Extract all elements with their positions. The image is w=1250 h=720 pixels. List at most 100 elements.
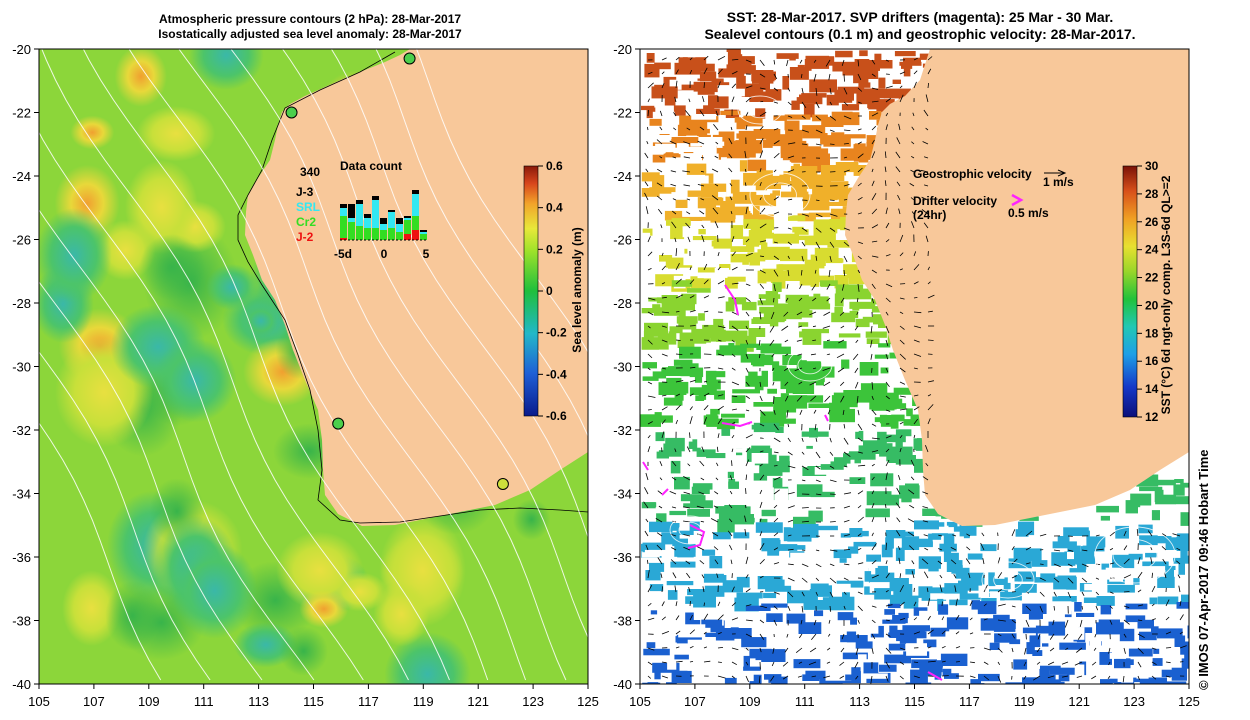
geostrophic-arrow	[1011, 529, 1016, 537]
geostrophic-arrow	[786, 633, 789, 638]
geostrophic-arrow	[745, 675, 749, 682]
sst-pixel-patch	[724, 140, 739, 150]
geostrophic-arrow	[773, 128, 779, 131]
geostrophic-arrow	[1081, 605, 1083, 610]
sst-pixel-patch	[729, 514, 754, 525]
geostrophic-arrow	[745, 297, 751, 302]
geostrophic-arrow	[1091, 661, 1097, 666]
data-count-legend-item: SRL	[296, 200, 320, 214]
geostrophic-arrow	[885, 395, 890, 400]
sst-pixel-patch	[791, 583, 810, 594]
geostrophic-arrow	[759, 87, 766, 90]
geostrophic-arrow	[731, 395, 738, 398]
geostrophic-arrow	[899, 94, 904, 103]
geostrophic-arrow	[717, 601, 721, 607]
sst-pixel-patch	[1077, 563, 1087, 570]
geostrophic-arrow	[839, 675, 845, 679]
sst-pixel-patch	[874, 354, 889, 359]
sst-pixel-patch	[827, 201, 847, 206]
geostrophic-arrow	[672, 198, 677, 201]
drifter-track	[721, 421, 753, 428]
geostrophic-arrow	[911, 570, 915, 579]
geostrophic-arrow	[1137, 557, 1141, 565]
geostrophic-arrow	[703, 660, 711, 663]
sst-pixel-patch	[652, 662, 680, 673]
sst-pixel-patch	[641, 105, 655, 111]
sla-anomaly-blob	[62, 570, 121, 647]
data-count-bar	[364, 214, 371, 218]
geostrophic-arrow	[656, 195, 663, 201]
data-count-bar	[404, 218, 411, 220]
geostrophic-arrow	[745, 111, 749, 117]
geostrophic-arrow	[815, 213, 823, 218]
sst-pixel-patch	[657, 333, 670, 342]
sst-pixel-patch	[1171, 667, 1187, 681]
geostrophic-arrow	[801, 507, 809, 509]
sst-pixel-patch	[951, 565, 963, 574]
sst-pixel-patch	[698, 130, 711, 142]
geostrophic-arrow	[671, 210, 677, 215]
geostrophic-arrow	[1094, 633, 1097, 638]
geostrophic-arrow	[1053, 591, 1057, 597]
sst-pixel-patch	[793, 163, 800, 172]
geostrophic-arrow	[1109, 605, 1113, 609]
data-count-bar	[396, 232, 403, 240]
geostrophic-arrow	[689, 661, 694, 663]
sst-pixel-patch	[726, 145, 750, 159]
geostrophic-arrow	[927, 394, 932, 397]
geostrophic-arrow	[922, 506, 929, 509]
sst-pixel-patch	[657, 188, 672, 194]
sst-pixel-patch	[761, 649, 786, 662]
x-tick-label: 121	[1068, 694, 1090, 709]
geostrophic-arrow	[885, 589, 889, 593]
sst-pixel-patch	[1017, 571, 1036, 582]
geostrophic-arrow	[826, 661, 831, 664]
colorbar-tick-label: 0.2	[546, 242, 563, 256]
geostrophic-arrow	[927, 68, 932, 75]
sst-pixel-patch	[843, 453, 852, 460]
sst-pixel-patch	[736, 448, 747, 453]
sst-pixel-patch	[1157, 464, 1169, 478]
geostrophic-arrow	[870, 339, 873, 348]
geostrophic-arrow	[907, 531, 915, 537]
geostrophic-arrow	[871, 224, 879, 229]
geostrophic-arrow	[1123, 633, 1127, 638]
geostrophic-arrow	[759, 633, 765, 640]
geostrophic-arrow	[857, 451, 863, 454]
sst-pixel-patch	[1019, 516, 1039, 521]
geostrophic-arrow	[829, 479, 837, 483]
sst-pixel-patch	[761, 370, 768, 384]
geostrophic-arrow	[717, 339, 722, 342]
sst-pixel-patch	[978, 673, 1000, 682]
colorbar-tick-label: 14	[1145, 382, 1159, 396]
sea-level-contour	[981, 561, 1035, 599]
geostrophic-arrow	[731, 421, 736, 425]
geostrophic-arrow	[843, 255, 848, 263]
sst-pixel-patch	[849, 301, 876, 309]
geostrophic-arrow	[759, 197, 762, 201]
sea-level-contour	[763, 182, 797, 208]
y-tick-label: -30	[613, 360, 632, 375]
sst-pixel-patch	[906, 643, 927, 656]
sst-pixel-patch	[823, 135, 851, 147]
geostrophic-arrow	[703, 279, 709, 285]
geostrophic-arrow	[800, 269, 803, 276]
geostrophic-arrow	[871, 423, 877, 427]
sst-pixel-patch	[893, 387, 917, 395]
geostrophic-arrow	[857, 141, 862, 145]
drifter-track	[687, 524, 706, 549]
sst-pixel-patch	[918, 556, 941, 569]
sst-pixel-patch	[780, 191, 809, 198]
sst-pixel-patch	[656, 135, 672, 143]
sst-pixel-patch	[742, 257, 749, 265]
geostrophic-arrow	[689, 366, 696, 369]
geostrophic-arrow	[1048, 661, 1055, 666]
sst-pixel-patch	[703, 573, 724, 583]
geostrophic-arrow	[769, 339, 775, 346]
geostrophic-arrow	[843, 492, 852, 495]
colorbar-tick-label: 26	[1145, 215, 1159, 229]
geostrophic-arrow	[885, 560, 888, 565]
geostrophic-arrow	[911, 126, 915, 131]
sst-pixel-patch	[666, 621, 681, 627]
sst-pixel-patch	[924, 573, 949, 583]
